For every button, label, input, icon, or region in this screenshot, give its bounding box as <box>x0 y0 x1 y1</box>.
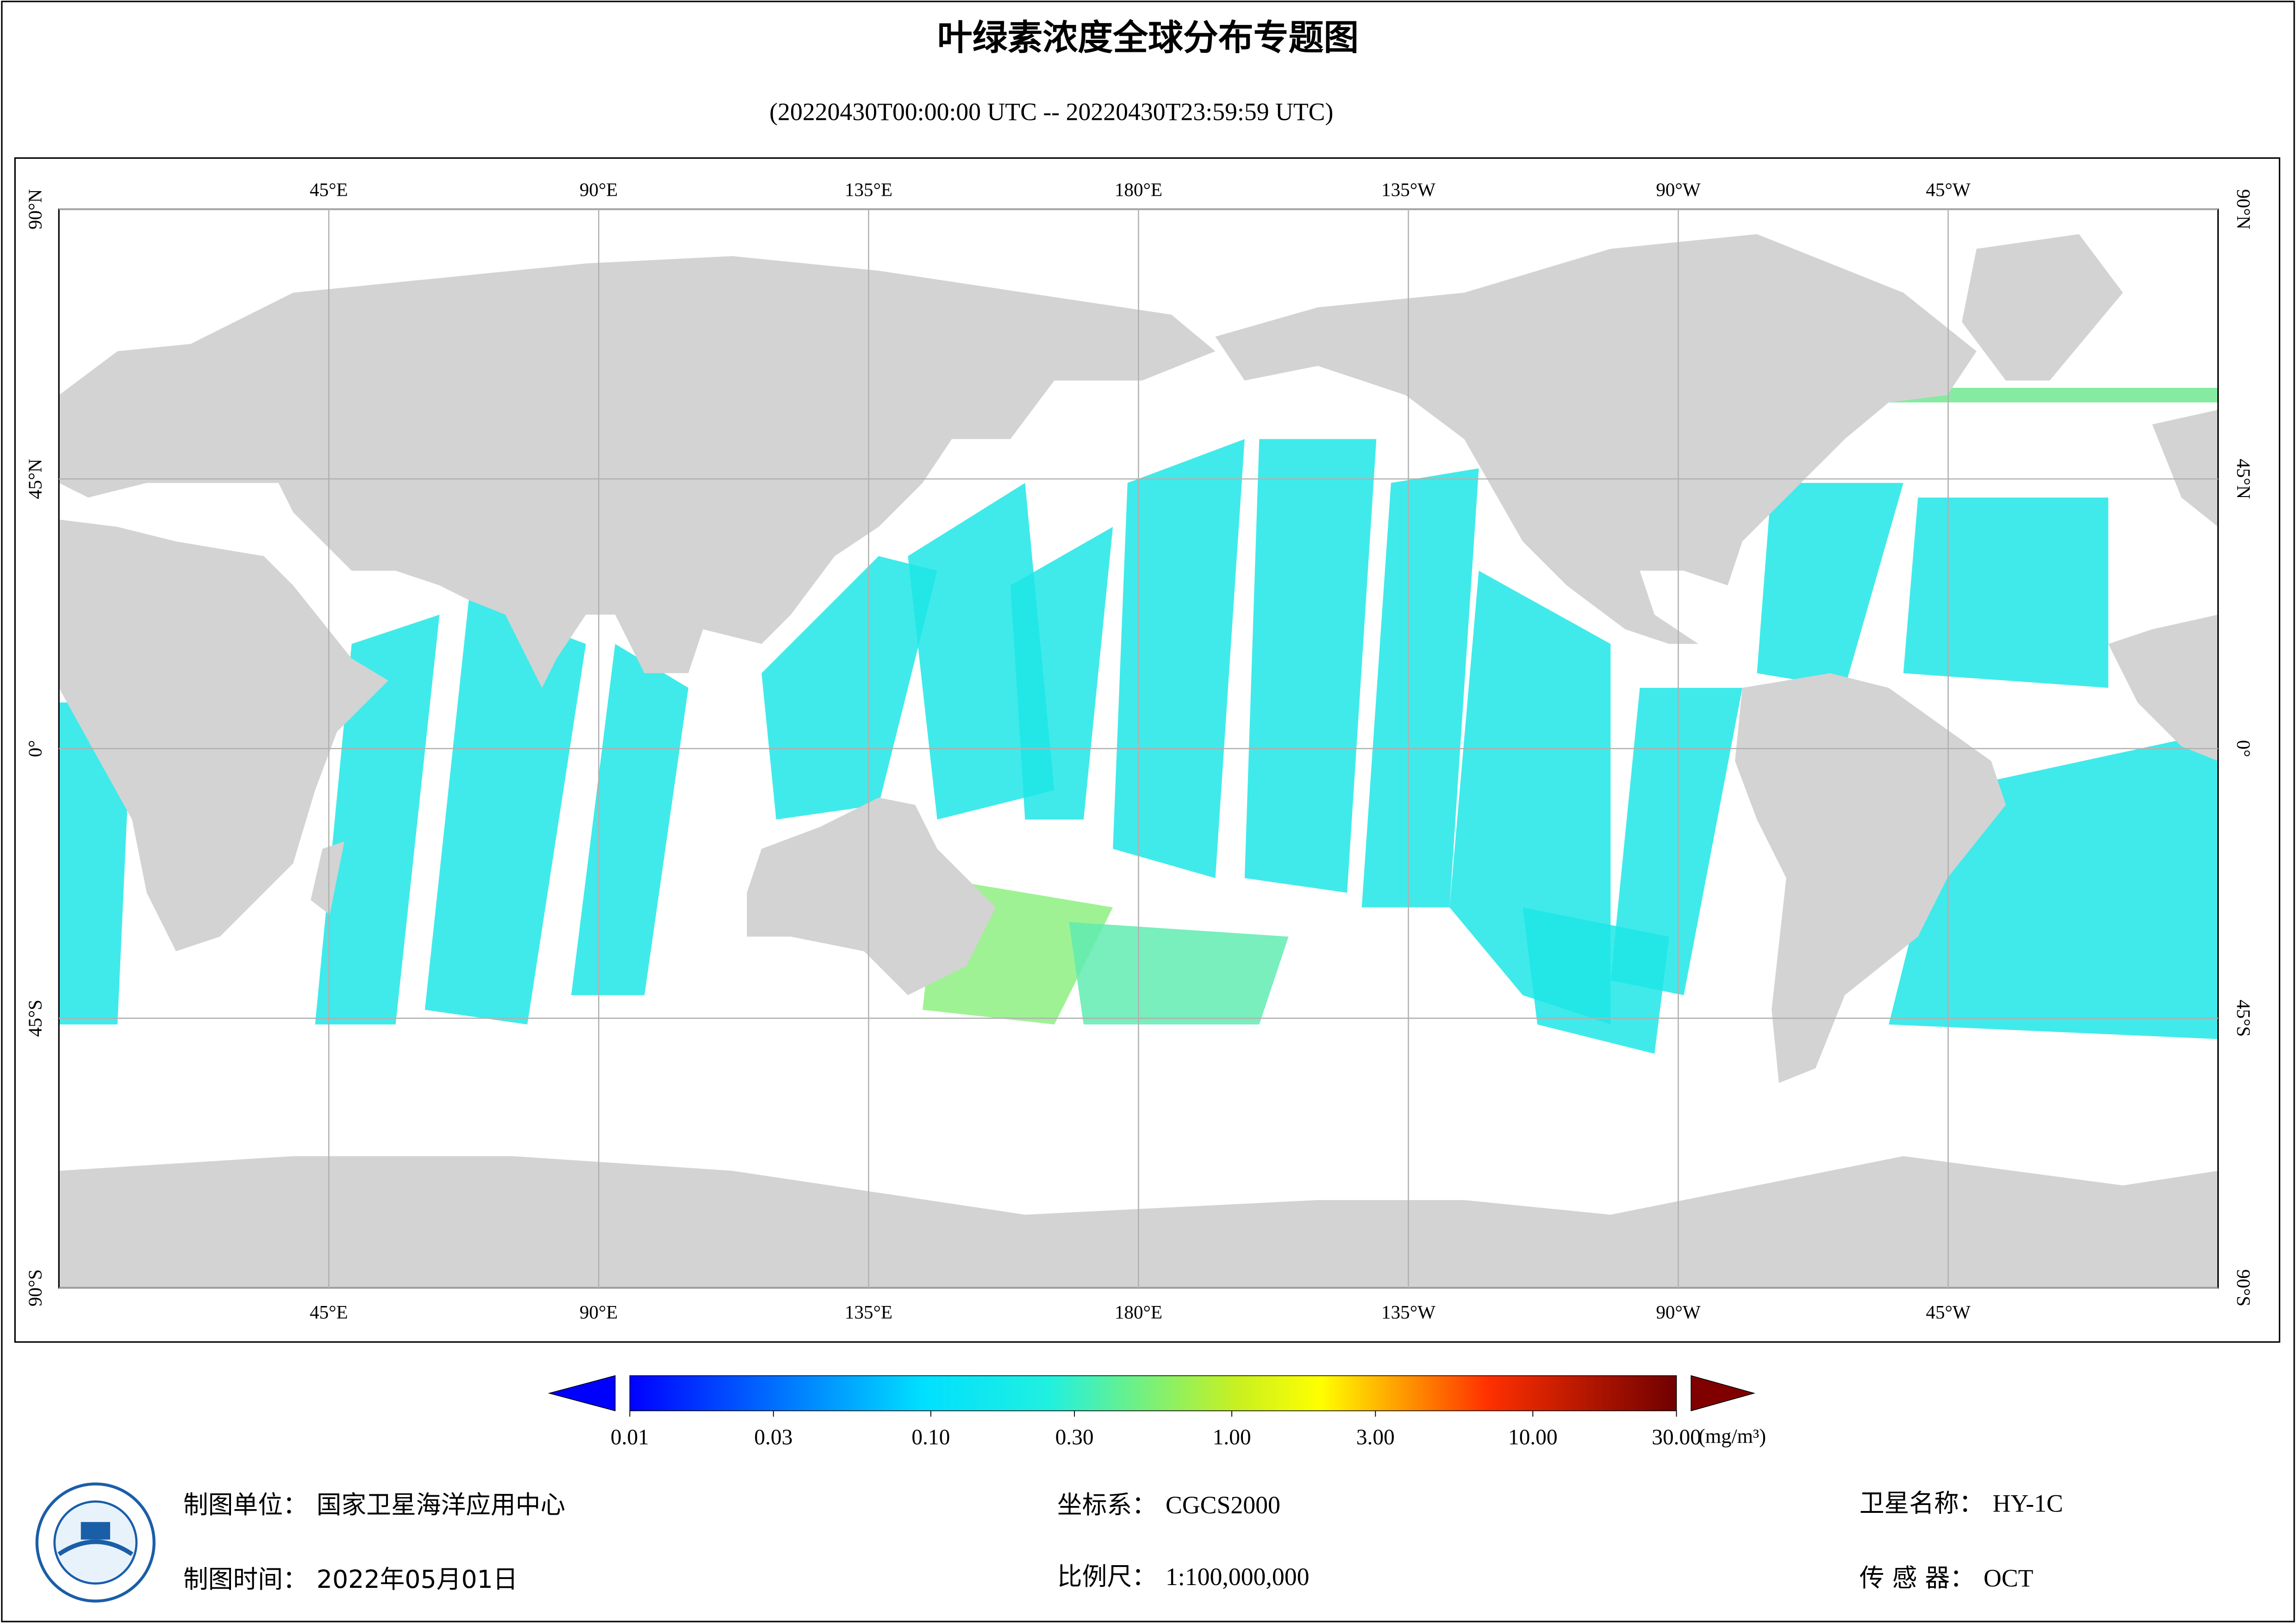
footer-value: CGCS2000 <box>1166 1491 1280 1519</box>
lat-label-left: 90°S <box>24 1269 45 1306</box>
lat-label-right: 90°S <box>2233 1269 2254 1306</box>
lon-label-top: 135°W <box>1381 179 1435 200</box>
title: 叶绿素浓度全球分布专题图 <box>937 18 1359 58</box>
lat-label-right: 0° <box>2233 740 2254 757</box>
lat-label-right: 45°S <box>2233 1000 2254 1037</box>
colorbar-unit: (mg/m³) <box>1698 1425 1766 1448</box>
lon-label-bottom: 45°W <box>1926 1301 1971 1323</box>
lat-label-right: 90°N <box>2233 189 2254 230</box>
lon-label-top: 90°W <box>1656 179 1701 200</box>
map-frame <box>14 157 2281 1343</box>
lon-label-top: 135°E <box>845 179 892 200</box>
lon-label-bottom: 90°E <box>580 1301 618 1323</box>
lat-label-left: 0° <box>24 740 45 757</box>
footer-label: 传 感 器： <box>1859 1563 1975 1592</box>
lon-label-bottom: 180°E <box>1115 1301 1162 1323</box>
lon-label-top: 45°W <box>1926 179 1971 200</box>
lon-label-bottom: 90°W <box>1656 1301 1701 1323</box>
colorbar-tick-label: 3.00 <box>1356 1425 1395 1449</box>
lat-label-right: 45°N <box>2233 459 2254 499</box>
footer-label: 比例尺： <box>1057 1562 1157 1591</box>
colorbar-tick-label: 30.00 <box>1652 1425 1701 1449</box>
colorbar-high-arrow <box>1691 1375 1756 1412</box>
lon-label-bottom: 135°E <box>845 1301 892 1323</box>
colorbar-tick-label: 0.10 <box>911 1425 950 1449</box>
subtitle: (20220430T00:00:00 UTC -- 20220430T23:59… <box>769 98 1333 125</box>
lon-label-bottom: 45°E <box>310 1301 348 1323</box>
footer-value: HY-1C <box>1993 1490 2063 1517</box>
footer-value: OCT <box>1984 1564 2034 1592</box>
footer-value: 2022年05月01日 <box>317 1565 518 1594</box>
lat-label-left: 45°S <box>24 1000 45 1037</box>
colorbar-low-arrow <box>548 1375 616 1412</box>
colorbar-tick-label: 10.00 <box>1508 1425 1558 1449</box>
colorbar-tick-label: 1.00 <box>1213 1425 1251 1449</box>
footer-value: 1:100,000,000 <box>1166 1563 1310 1591</box>
lat-label-left: 45°N <box>24 459 45 499</box>
lon-label-top: 180°E <box>1115 179 1162 200</box>
lon-label-bottom: 135°W <box>1381 1301 1435 1323</box>
footer-label: 坐标系： <box>1057 1490 1157 1519</box>
lon-label-top: 45°E <box>310 179 348 200</box>
logo <box>35 1482 156 1603</box>
colorbar-tick-label: 0.30 <box>1055 1425 1094 1449</box>
lat-label-left: 90°N <box>24 189 45 230</box>
footer-value: 国家卫星海洋应用中心 <box>317 1490 566 1519</box>
lon-label-top: 90°E <box>580 179 618 200</box>
footer-label: 制图单位： <box>183 1490 308 1519</box>
footer-label: 卫星名称： <box>1859 1489 1984 1518</box>
colorbar-tick-label: 0.01 <box>611 1425 649 1449</box>
colorbar-tick-label: 0.03 <box>754 1425 792 1449</box>
data-swaths <box>59 388 2218 1054</box>
footer-label: 制图时间： <box>183 1565 308 1594</box>
colorbar <box>629 1375 1677 1412</box>
